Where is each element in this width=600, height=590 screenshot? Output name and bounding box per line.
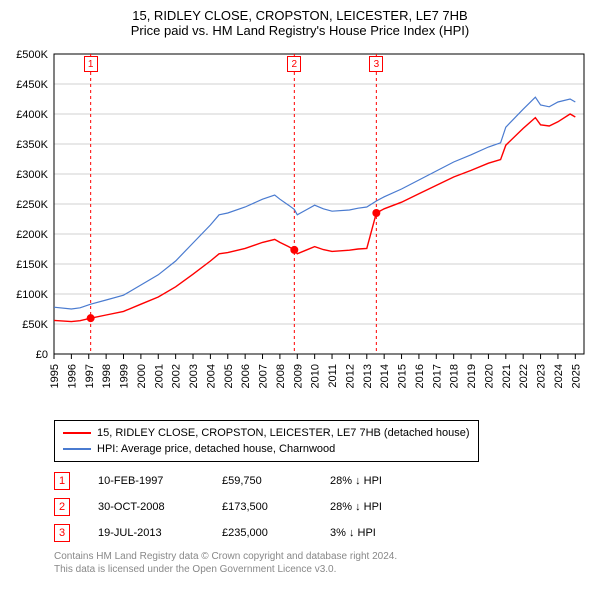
event-date: 19-JUL-2013 [98,527,194,539]
legend-swatch [63,448,91,450]
legend-item: 15, RIDLEY CLOSE, CROPSTON, LEICESTER, L… [63,425,470,441]
event-price: £235,000 [222,527,302,539]
chart-marker-badge: 1 [84,56,98,72]
svg-text:2017: 2017 [431,364,443,388]
chart-title: 15, RIDLEY CLOSE, CROPSTON, LEICESTER, L… [8,8,592,23]
footer-line: Contains HM Land Registry data © Crown c… [54,550,592,563]
svg-text:2010: 2010 [310,364,322,388]
legend: 15, RIDLEY CLOSE, CROPSTON, LEICESTER, L… [54,420,479,462]
chart-marker-badge: 2 [287,56,301,72]
svg-text:£50K: £50K [22,319,48,331]
svg-text:2023: 2023 [536,364,548,388]
legend-item: HPI: Average price, detached house, Char… [63,441,470,457]
svg-text:2008: 2008 [275,364,287,388]
svg-text:2012: 2012 [344,364,356,388]
svg-text:2025: 2025 [570,364,582,388]
event-delta: 3% ↓ HPI [330,527,410,539]
svg-text:£300K: £300K [16,169,48,181]
chart-marker-badge: 3 [369,56,383,72]
svg-text:£100K: £100K [16,289,48,301]
event-date: 30-OCT-2008 [98,501,194,513]
svg-text:2022: 2022 [518,364,530,388]
svg-text:2005: 2005 [223,364,235,388]
svg-text:2003: 2003 [188,364,200,388]
svg-text:2024: 2024 [553,364,565,388]
legend-label: 15, RIDLEY CLOSE, CROPSTON, LEICESTER, L… [97,425,470,441]
event-delta: 28% ↓ HPI [330,501,410,513]
event-row: 1 10-FEB-1997 £59,750 28% ↓ HPI [54,472,592,490]
event-badge: 1 [54,472,70,490]
svg-text:2001: 2001 [153,364,165,388]
event-row: 2 30-OCT-2008 £173,500 28% ↓ HPI [54,498,592,516]
svg-text:2019: 2019 [466,364,478,388]
svg-text:£250K: £250K [16,199,48,211]
svg-text:£450K: £450K [16,79,48,91]
legend-label: HPI: Average price, detached house, Char… [97,441,335,457]
svg-text:1995: 1995 [49,364,61,388]
svg-text:2002: 2002 [171,364,183,388]
title-block: 15, RIDLEY CLOSE, CROPSTON, LEICESTER, L… [8,8,592,38]
events-table: 1 10-FEB-1997 £59,750 28% ↓ HPI 2 30-OCT… [54,472,592,542]
chart-svg: £0 £50K £100K £150K £200K £250K £300K £350K £400… [8,44,592,414]
event-delta: 28% ↓ HPI [330,475,410,487]
svg-text:2007: 2007 [258,364,270,388]
svg-text:2004: 2004 [205,364,217,388]
event-badge: 2 [54,498,70,516]
svg-text:2018: 2018 [449,364,461,388]
chart-subtitle: Price paid vs. HM Land Registry's House … [8,23,592,38]
svg-text:2000: 2000 [136,364,148,388]
svg-text:1997: 1997 [84,364,96,388]
footer: Contains HM Land Registry data © Crown c… [54,550,592,576]
chart-area: £0 £50K £100K £150K £200K £250K £300K £350K £400… [8,44,592,414]
svg-text:2016: 2016 [414,364,426,388]
svg-text:2015: 2015 [397,364,409,388]
svg-text:2013: 2013 [362,364,374,388]
svg-text:£150K: £150K [16,259,48,271]
svg-text:1998: 1998 [101,364,113,388]
event-badge: 3 [54,524,70,542]
svg-text:1999: 1999 [119,364,131,388]
event-row: 3 19-JUL-2013 £235,000 3% ↓ HPI [54,524,592,542]
svg-text:£350K: £350K [16,139,48,151]
event-price: £173,500 [222,501,302,513]
svg-text:2011: 2011 [327,364,339,388]
svg-text:1996: 1996 [66,364,78,388]
svg-text:£400K: £400K [16,109,48,121]
svg-text:2020: 2020 [483,364,495,388]
svg-text:2014: 2014 [379,364,391,388]
svg-text:2009: 2009 [292,364,304,388]
legend-swatch [63,432,91,434]
svg-text:£0: £0 [36,349,48,361]
footer-line: This data is licensed under the Open Gov… [54,563,592,576]
event-price: £59,750 [222,475,302,487]
event-date: 10-FEB-1997 [98,475,194,487]
svg-text:£200K: £200K [16,229,48,241]
svg-text:2006: 2006 [240,364,252,388]
svg-text:£500K: £500K [16,49,48,61]
svg-text:2021: 2021 [501,364,513,388]
